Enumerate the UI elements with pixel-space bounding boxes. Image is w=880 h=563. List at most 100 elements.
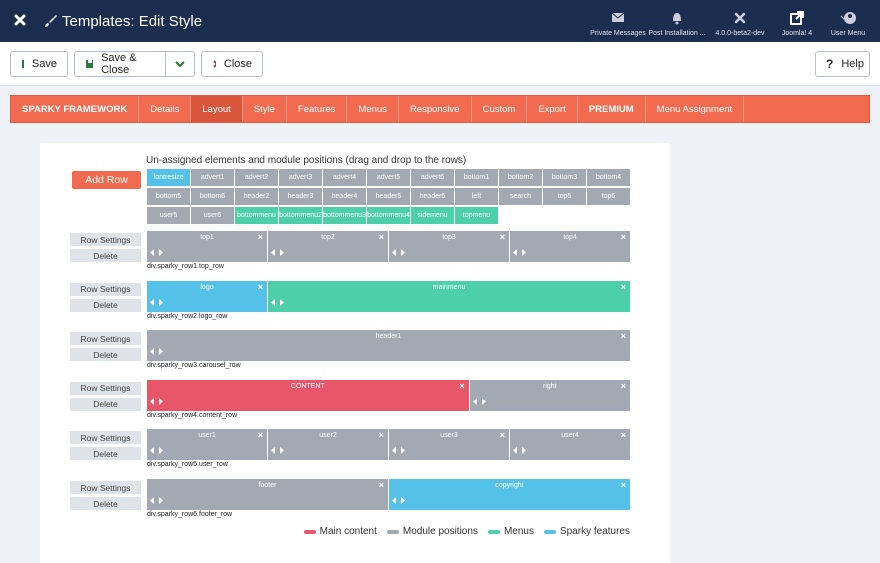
row-cell[interactable]: logo × — [147, 280, 268, 312]
move-arrows[interactable] — [392, 497, 406, 506]
position-chip[interactable]: header4 — [323, 188, 366, 205]
save-button[interactable]: Save — [10, 51, 68, 77]
position-chip[interactable]: bottommenu — [235, 207, 278, 224]
remove-icon[interactable]: × — [499, 430, 505, 441]
remove-icon[interactable]: × — [620, 430, 626, 441]
row-cell[interactable]: top1 × — [147, 231, 268, 262]
row-cell[interactable]: top4 × — [510, 231, 631, 262]
position-chip[interactable]: header2 — [235, 188, 278, 205]
move-arrows[interactable] — [271, 447, 285, 456]
tab[interactable]: Responsive — [399, 96, 472, 122]
move-arrows[interactable] — [472, 397, 487, 407]
position-chip[interactable]: header6 — [411, 188, 454, 205]
row-delete-button[interactable]: Delete — [70, 298, 141, 312]
move-arrows[interactable] — [392, 249, 406, 258]
row-cell[interactable]: user2 × — [268, 429, 389, 461]
tab[interactable]: Menus — [347, 96, 399, 122]
remove-icon[interactable]: × — [257, 232, 263, 242]
row-cell[interactable]: mainmenu × — [268, 280, 631, 312]
row-settings-button[interactable]: Row Settings — [70, 233, 141, 246]
joomla-logo[interactable] — [13, 13, 27, 27]
header-item[interactable]: Post Installation ... — [642, 10, 712, 37]
tab[interactable]: PREMIUM — [578, 96, 646, 122]
position-chip[interactable]: bottom2 — [499, 169, 542, 186]
row-cell[interactable]: user4 × — [510, 429, 631, 461]
row-cell[interactable]: user3 × — [389, 429, 510, 461]
row-settings-button[interactable]: Row Settings — [70, 481, 141, 494]
save-close-button[interactable]: Save & Close — [74, 51, 166, 77]
position-chip[interactable]: sidemenu — [411, 207, 454, 224]
tab[interactable]: Features — [287, 96, 348, 122]
help-button[interactable]: ? Help — [815, 51, 870, 77]
header-item[interactable]: Joomla! 4 — [762, 10, 832, 37]
tab[interactable]: Details — [139, 96, 192, 122]
position-chip[interactable]: top6 — [587, 188, 630, 205]
position-chip[interactable]: advert2 — [235, 169, 278, 186]
tab[interactable]: Export — [527, 96, 578, 122]
remove-icon[interactable]: × — [257, 430, 263, 441]
position-chip[interactable]: bottommenu2 — [279, 207, 322, 224]
row-settings-button[interactable]: Row Settings — [70, 282, 141, 296]
position-chip[interactable]: bottommenu4 — [367, 207, 410, 224]
move-arrows[interactable] — [392, 447, 406, 456]
move-arrows[interactable] — [150, 497, 164, 506]
close-button[interactable]: Close — [201, 51, 263, 77]
remove-icon[interactable]: × — [257, 281, 263, 292]
row-settings-button[interactable]: Row Settings — [70, 431, 141, 445]
tab[interactable]: Custom — [472, 96, 528, 122]
row-cell[interactable]: header1 × — [147, 330, 631, 362]
header-item[interactable]: Private Messages — [583, 10, 653, 37]
row-cell[interactable]: top2 × — [268, 231, 389, 262]
row-settings-button[interactable]: Row Settings — [70, 332, 141, 346]
tab[interactable]: Layout — [191, 96, 243, 122]
row-cell[interactable]: user1 × — [147, 429, 268, 461]
position-chip[interactable]: advert3 — [279, 169, 322, 186]
position-chip[interactable]: advert5 — [367, 169, 410, 186]
tab[interactable]: SPARKY FRAMEWORK — [11, 96, 140, 122]
remove-icon[interactable]: × — [459, 380, 465, 391]
row-delete-button[interactable]: Delete — [70, 348, 141, 362]
move-arrows[interactable] — [271, 298, 285, 308]
position-chip[interactable]: bottom1 — [455, 169, 498, 186]
move-arrows[interactable] — [513, 447, 527, 456]
header-item[interactable]: 4.0.0-beta2-dev — [705, 10, 775, 37]
position-chip[interactable]: bottom4 — [587, 169, 630, 186]
position-chip[interactable]: user5 — [147, 207, 190, 224]
position-chip[interactable]: header3 — [279, 188, 322, 205]
position-chip[interactable]: bottom3 — [543, 169, 586, 186]
remove-icon[interactable]: × — [620, 331, 626, 342]
row-delete-button[interactable]: Delete — [70, 497, 141, 510]
position-chip[interactable]: bottom6 — [191, 188, 234, 205]
position-chip[interactable]: search — [499, 188, 542, 205]
header-item[interactable]: User Menu — [813, 10, 880, 37]
add-row-button[interactable]: Add Row — [72, 171, 141, 189]
row-cell[interactable]: footer × — [147, 479, 389, 510]
position-chip[interactable]: bottommenu3 — [323, 207, 366, 224]
move-arrows[interactable] — [150, 348, 164, 357]
row-cell[interactable]: top3 × — [389, 231, 510, 262]
row-delete-button[interactable]: Delete — [70, 397, 141, 411]
move-arrows[interactable] — [513, 249, 527, 258]
dropdown-toggle[interactable] — [165, 51, 195, 77]
position-chip[interactable]: top5 — [543, 188, 586, 205]
row-delete-button[interactable]: Delete — [70, 447, 141, 461]
row-settings-button[interactable]: Row Settings — [70, 381, 141, 395]
position-chip[interactable]: header5 — [367, 188, 410, 205]
row-cell[interactable]: CONTENT × — [147, 379, 470, 411]
position-chip[interactable]: user6 — [191, 207, 234, 224]
remove-icon[interactable]: × — [378, 232, 384, 242]
position-chip[interactable]: topmenu — [455, 207, 498, 224]
row-delete-button[interactable]: Delete — [70, 249, 141, 262]
row-cell[interactable]: copyright × — [389, 479, 631, 510]
move-arrows[interactable] — [271, 249, 285, 258]
remove-icon[interactable]: × — [620, 281, 626, 292]
row-cell[interactable]: right × — [469, 379, 631, 411]
move-arrows[interactable] — [150, 249, 164, 258]
move-arrows[interactable] — [150, 298, 164, 308]
remove-icon[interactable]: × — [499, 232, 505, 242]
position-chip[interactable]: bottom5 — [147, 188, 190, 205]
move-arrows[interactable] — [150, 397, 164, 407]
remove-icon[interactable]: × — [378, 480, 384, 490]
position-chip[interactable]: fontresize — [147, 169, 190, 186]
position-chip[interactable]: advert1 — [191, 169, 234, 186]
